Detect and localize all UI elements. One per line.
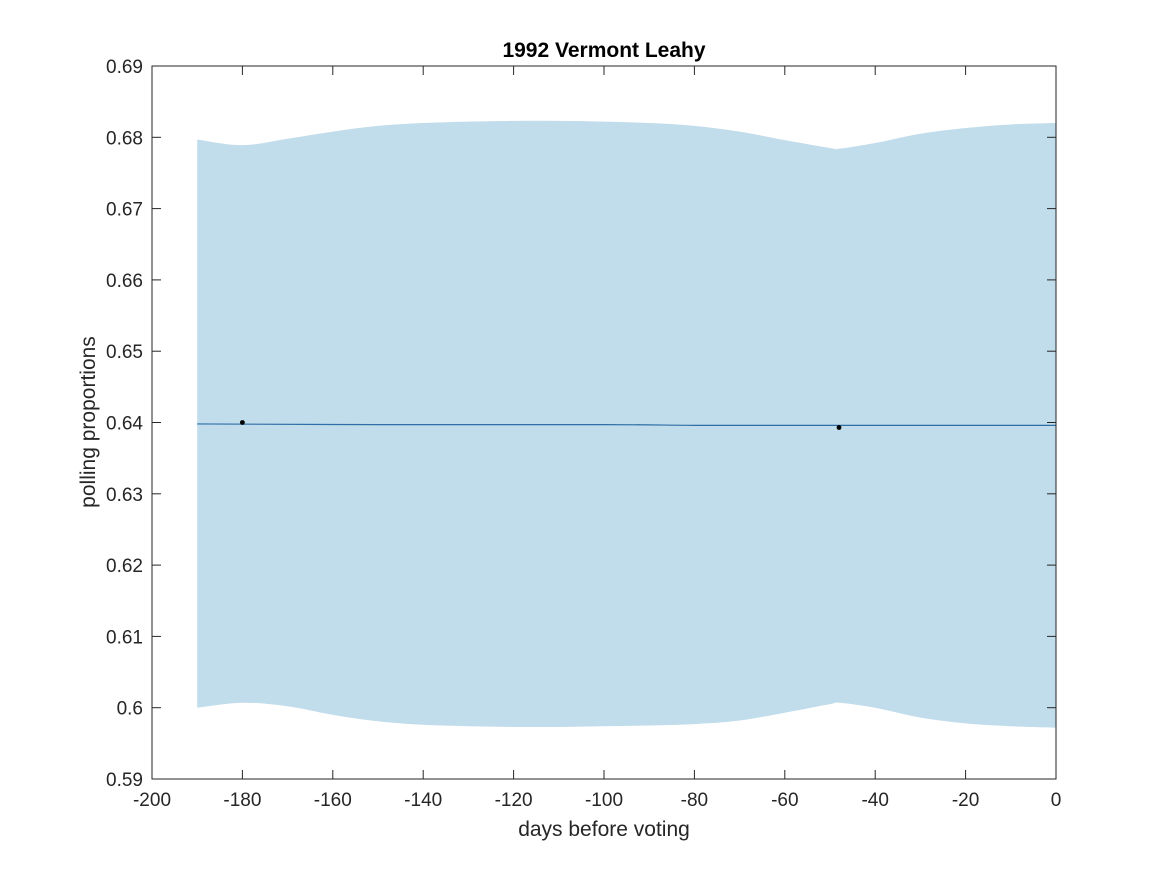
y-axis-label: polling proportions xyxy=(77,336,100,508)
y-tick-label: 0.66 xyxy=(106,271,143,292)
y-axis-ticks: 0.59 0.6 0.61 0.62 0.63 0.64 0.65 0.66 0.67 0.68 0… xyxy=(106,57,1056,791)
x-tick-label: -100 xyxy=(585,790,623,811)
data-point xyxy=(240,420,245,425)
x-tick-label: -200 xyxy=(133,790,171,811)
x-axis-ticks: -200 -180 -160 -140 -120 -100 -80 -60 -40 -20 0 xyxy=(133,66,1061,811)
data-point xyxy=(836,425,842,430)
y-tick-label: 0.68 xyxy=(106,128,143,149)
y-tick-label: 0.62 xyxy=(106,556,143,577)
x-tick-label: -40 xyxy=(861,790,888,811)
x-tick-label: -180 xyxy=(223,790,261,811)
data-points xyxy=(240,420,842,430)
y-tick-label: 0.67 xyxy=(106,200,143,221)
x-tick-label: -140 xyxy=(404,790,442,811)
y-tick-label: 0.59 xyxy=(106,770,143,791)
x-tick-label: -120 xyxy=(495,790,533,811)
y-tick-label: 0.6 xyxy=(117,699,143,720)
y-tick-label: 0.65 xyxy=(106,342,143,363)
x-tick-label: -80 xyxy=(681,790,708,811)
x-tick-label: -160 xyxy=(314,790,352,811)
y-tick-label: 0.64 xyxy=(106,414,143,435)
x-tick-label: 0 xyxy=(1051,790,1062,811)
y-tick-label: 0.69 xyxy=(106,57,143,78)
y-tick-label: 0.63 xyxy=(106,485,143,506)
y-tick-label: 0.61 xyxy=(106,627,143,648)
x-tick-label: -20 xyxy=(952,790,979,811)
chart-title: 1992 Vermont Leahy xyxy=(502,39,705,62)
series-line xyxy=(197,423,1056,427)
x-tick-label: -60 xyxy=(771,790,798,811)
x-axis-label: days before voting xyxy=(518,818,690,841)
